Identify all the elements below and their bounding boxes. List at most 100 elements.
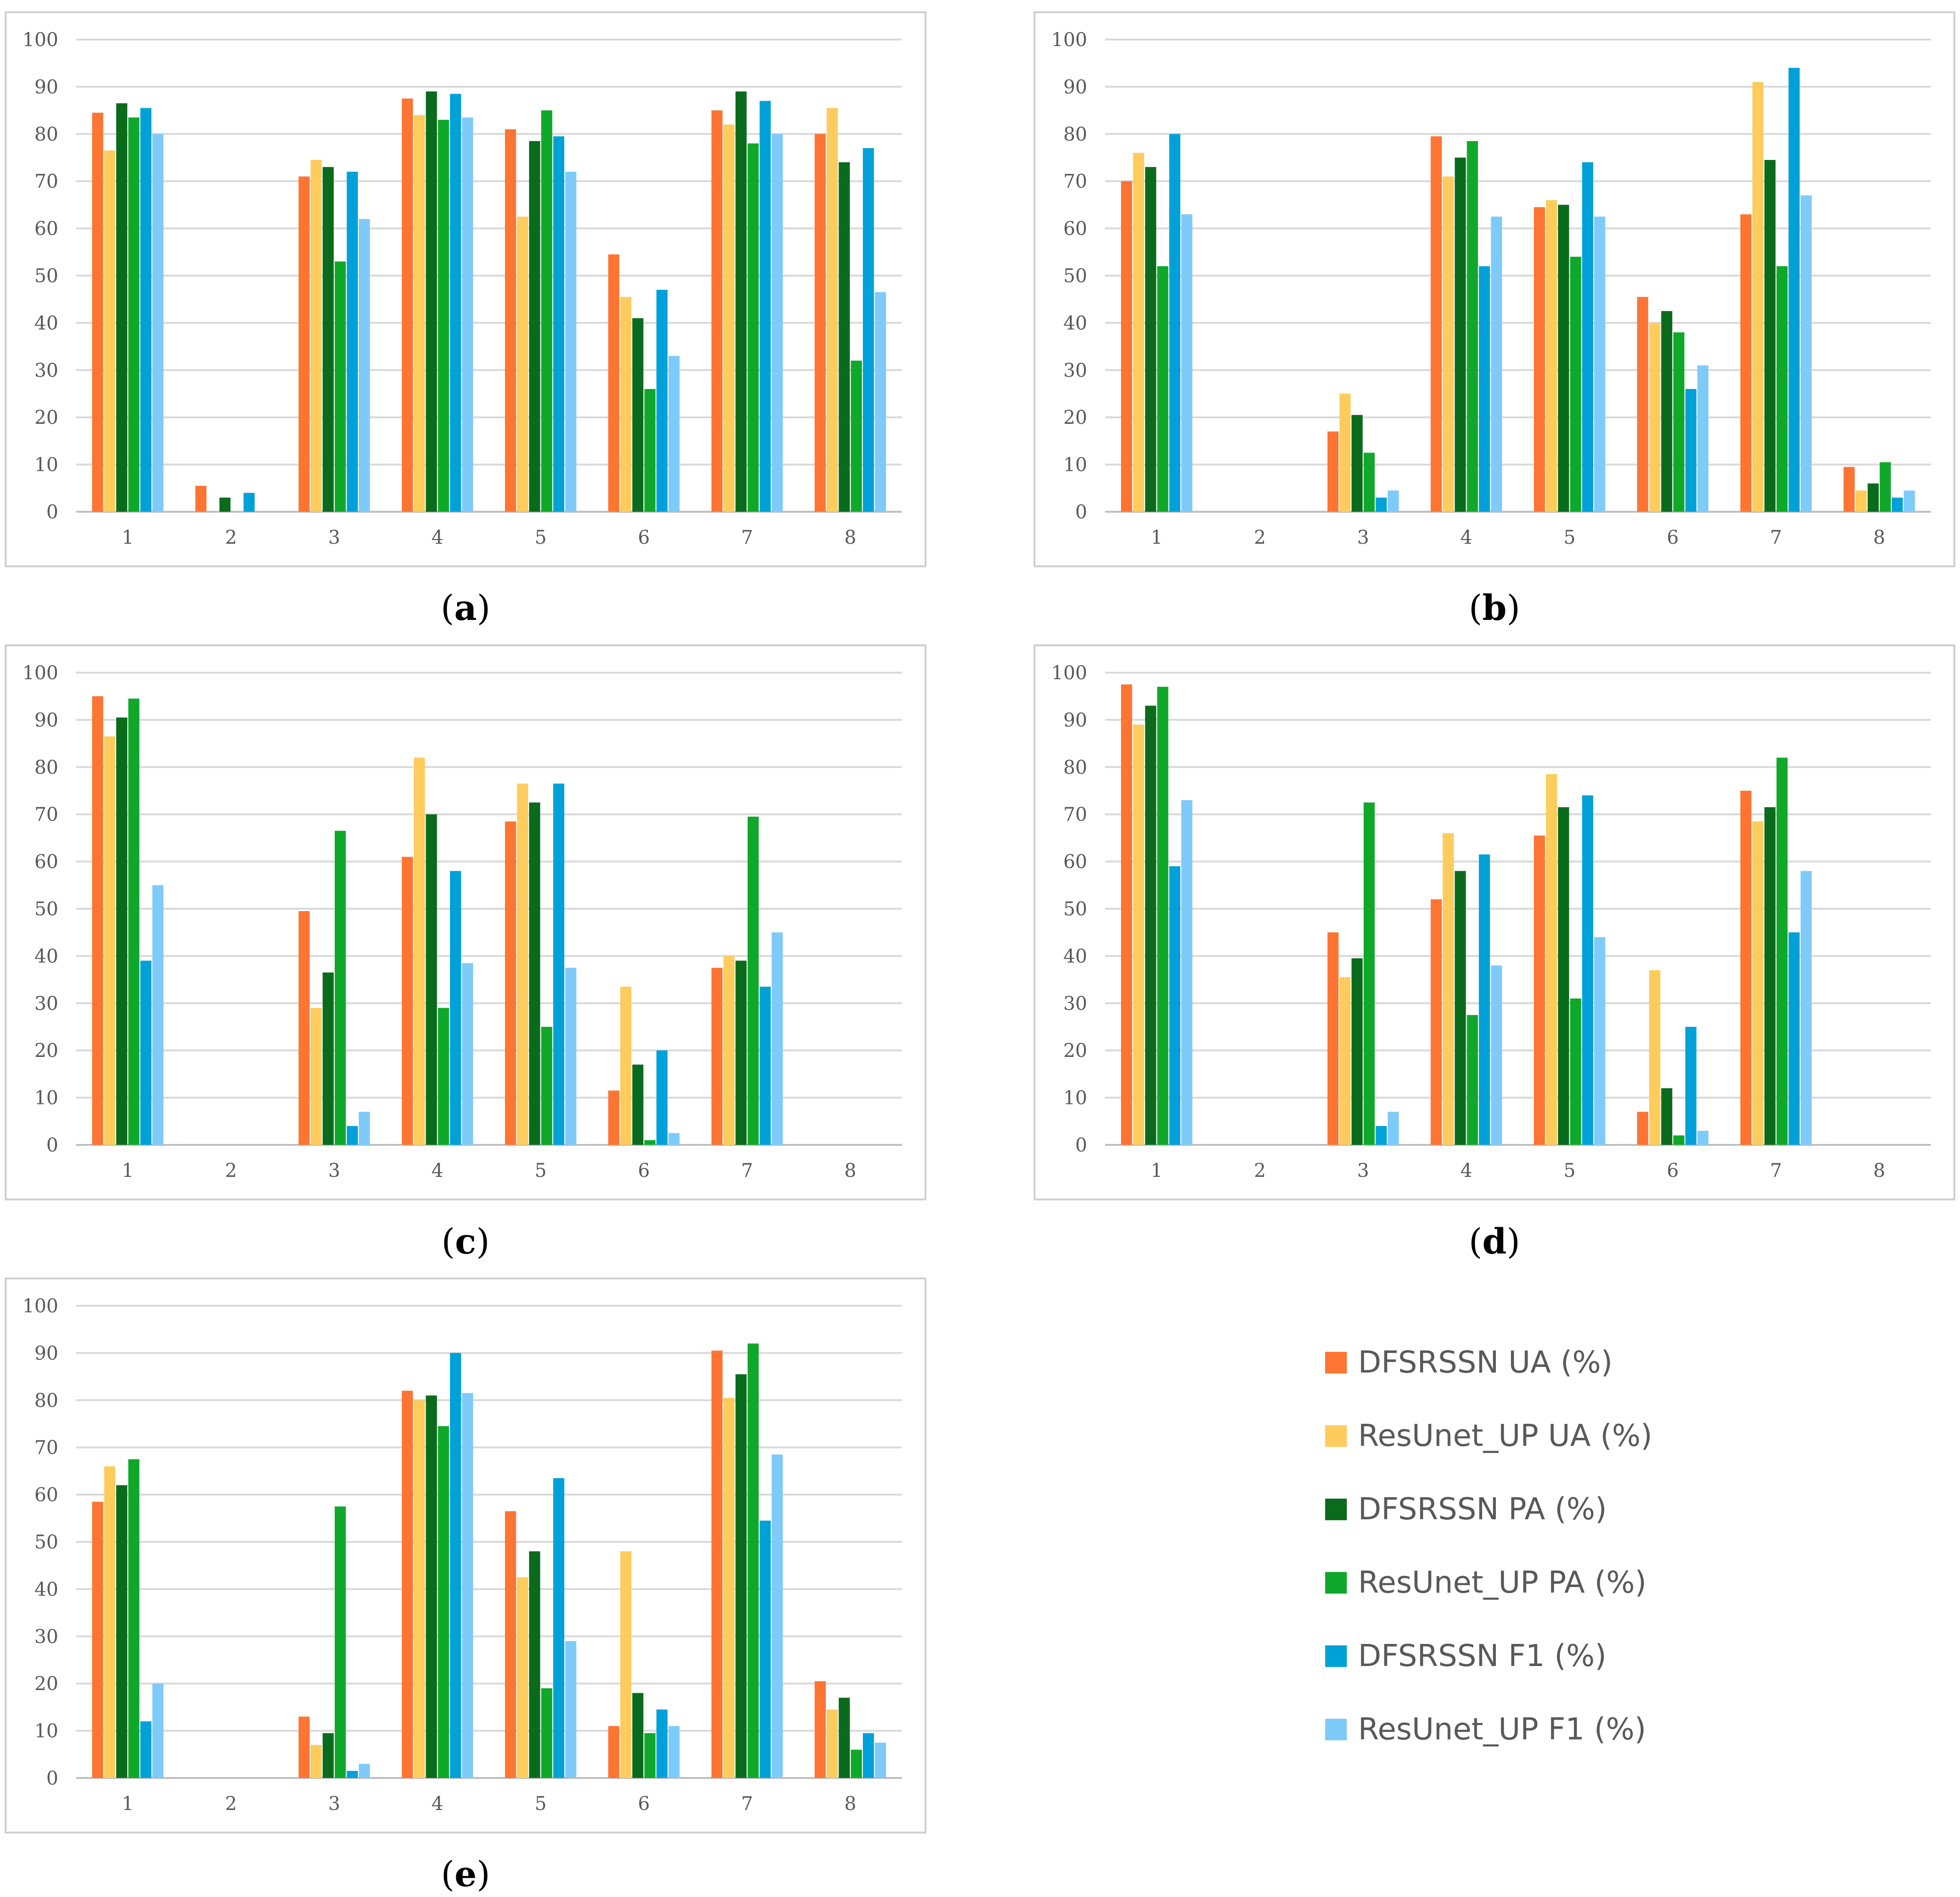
bar-c-s3-c7 bbox=[735, 960, 747, 1145]
y-tick-label: 40 bbox=[34, 1579, 58, 1600]
legend-swatch bbox=[1325, 1719, 1347, 1740]
bar-a-s1-c2 bbox=[195, 485, 206, 512]
bar-a-s4-c4 bbox=[438, 119, 449, 512]
bar-e-s5-c3 bbox=[347, 1770, 358, 1778]
caption-c: (c) bbox=[442, 1222, 490, 1262]
x-tick-label: 6 bbox=[1667, 1160, 1679, 1182]
y-tick-label: 30 bbox=[34, 1626, 58, 1648]
bar-c-s2-c7 bbox=[723, 956, 735, 1145]
legend-label: DFSRSSN UA (%) bbox=[1358, 1345, 1612, 1380]
bar-c-s2-c4 bbox=[414, 757, 425, 1145]
x-tick-label: 2 bbox=[225, 527, 237, 548]
bar-a-s5-c5 bbox=[553, 136, 564, 512]
caption-e: (e) bbox=[441, 1854, 490, 1895]
legend-swatch bbox=[1325, 1572, 1347, 1594]
bar-e-s2-c6 bbox=[620, 1551, 632, 1778]
y-tick-label: 80 bbox=[34, 124, 58, 145]
bar-a-s6-c8 bbox=[875, 292, 886, 512]
bar-a-s2-c7 bbox=[723, 124, 735, 512]
y-tick-label: 40 bbox=[1063, 312, 1087, 334]
bar-d-s4-c6 bbox=[1673, 1135, 1684, 1145]
bar-e-s2-c1 bbox=[104, 1466, 116, 1778]
bar-a-s3-c1 bbox=[116, 103, 127, 512]
bar-c-s1-c1 bbox=[92, 696, 103, 1145]
y-tick-label: 20 bbox=[34, 1040, 58, 1062]
bar-a-s2-c1 bbox=[104, 150, 116, 512]
bar-d-s6-c5 bbox=[1594, 937, 1605, 1145]
bar-b-s1-c1 bbox=[1121, 181, 1132, 512]
y-tick-label: 20 bbox=[34, 407, 58, 429]
y-tick-label: 50 bbox=[1063, 898, 1087, 920]
bar-c-s1-c6 bbox=[608, 1090, 619, 1145]
bar-c-s6-c3 bbox=[359, 1111, 370, 1145]
bar-a-s3-c3 bbox=[323, 167, 334, 512]
x-tick-label: 2 bbox=[225, 1160, 237, 1182]
bar-d-s6-c3 bbox=[1388, 1111, 1399, 1145]
legend-swatch bbox=[1325, 1425, 1347, 1447]
legend-swatch bbox=[1325, 1645, 1347, 1667]
legend-label: ResUnet_UP F1 (%) bbox=[1358, 1712, 1646, 1747]
legend-label: ResUnet_UP PA (%) bbox=[1358, 1565, 1646, 1600]
y-tick-label: 60 bbox=[1063, 218, 1087, 240]
caption-d: (d) bbox=[1469, 1222, 1520, 1262]
bar-e-s6-c8 bbox=[875, 1742, 886, 1778]
y-tick-label: 0 bbox=[1075, 1135, 1087, 1156]
bar-c-s4-c6 bbox=[644, 1140, 656, 1145]
bar-b-s6-c6 bbox=[1697, 365, 1709, 512]
bar-d-s6-c1 bbox=[1181, 800, 1193, 1145]
bar-e-s2-c3 bbox=[310, 1745, 322, 1778]
bar-a-s2-c8 bbox=[827, 108, 838, 512]
y-tick-label: 80 bbox=[34, 1390, 58, 1412]
x-tick-label: 4 bbox=[1461, 527, 1472, 548]
x-tick-label: 8 bbox=[845, 1793, 856, 1815]
y-tick-label: 90 bbox=[1063, 76, 1087, 98]
x-tick-label: 4 bbox=[432, 527, 443, 548]
bar-a-s6-c1 bbox=[152, 134, 164, 512]
bar-c-s6-c5 bbox=[565, 968, 577, 1145]
y-tick-label: 100 bbox=[23, 662, 58, 684]
bar-b-s3-c6 bbox=[1661, 311, 1673, 512]
legend-label: DFSRSSN PA (%) bbox=[1358, 1492, 1607, 1527]
bar-a-s2-c4 bbox=[414, 115, 425, 512]
bar-e-s1-c6 bbox=[608, 1726, 619, 1778]
bar-e-s3-c5 bbox=[529, 1551, 540, 1778]
bar-c-s4-c3 bbox=[334, 831, 346, 1145]
legend-label: DFSRSSN F1 (%) bbox=[1358, 1639, 1606, 1674]
x-tick-label: 3 bbox=[328, 1160, 340, 1182]
bar-a-s2-c5 bbox=[517, 216, 529, 512]
y-tick-label: 40 bbox=[34, 945, 58, 967]
bar-d-s1-c4 bbox=[1430, 899, 1442, 1145]
bar-b-s2-c7 bbox=[1752, 82, 1764, 512]
y-tick-label: 10 bbox=[34, 1721, 58, 1742]
bar-a-s5-c6 bbox=[656, 290, 668, 512]
bar-c-s6-c4 bbox=[462, 963, 474, 1145]
bar-b-s5-c7 bbox=[1788, 68, 1800, 512]
bar-e-s5-c8 bbox=[862, 1733, 874, 1778]
bar-a-s3-c7 bbox=[735, 91, 747, 512]
bar-e-s3-c1 bbox=[116, 1485, 127, 1778]
bar-b-s1-c5 bbox=[1533, 207, 1545, 512]
y-tick-label: 20 bbox=[1063, 1040, 1087, 1062]
bar-b-s2-c8 bbox=[1856, 490, 1867, 512]
y-tick-label: 100 bbox=[23, 1295, 58, 1317]
bar-c-s2-c5 bbox=[517, 783, 529, 1145]
bar-e-s3-c7 bbox=[735, 1374, 747, 1778]
bar-e-s6-c7 bbox=[772, 1454, 783, 1778]
bar-b-s4-c4 bbox=[1467, 141, 1478, 512]
bar-d-s2-c6 bbox=[1649, 970, 1660, 1145]
bar-d-s2-c5 bbox=[1546, 774, 1557, 1145]
bar-a-s5-c3 bbox=[347, 172, 358, 512]
bar-e-s4-c8 bbox=[851, 1749, 862, 1778]
y-tick-label: 80 bbox=[1063, 124, 1087, 145]
bar-e-s2-c5 bbox=[517, 1577, 529, 1778]
bar-e-s1-c5 bbox=[505, 1511, 516, 1778]
y-tick-label: 0 bbox=[1075, 501, 1087, 523]
y-tick-label: 30 bbox=[1063, 993, 1087, 1015]
bar-a-s6-c4 bbox=[462, 117, 474, 512]
bar-b-s1-c6 bbox=[1637, 297, 1648, 512]
bar-b-s3-c5 bbox=[1558, 205, 1569, 512]
bar-c-s1-c3 bbox=[298, 911, 310, 1145]
x-tick-label: 3 bbox=[328, 527, 340, 548]
y-tick-label: 80 bbox=[34, 757, 58, 778]
y-tick-label: 70 bbox=[34, 1437, 58, 1459]
